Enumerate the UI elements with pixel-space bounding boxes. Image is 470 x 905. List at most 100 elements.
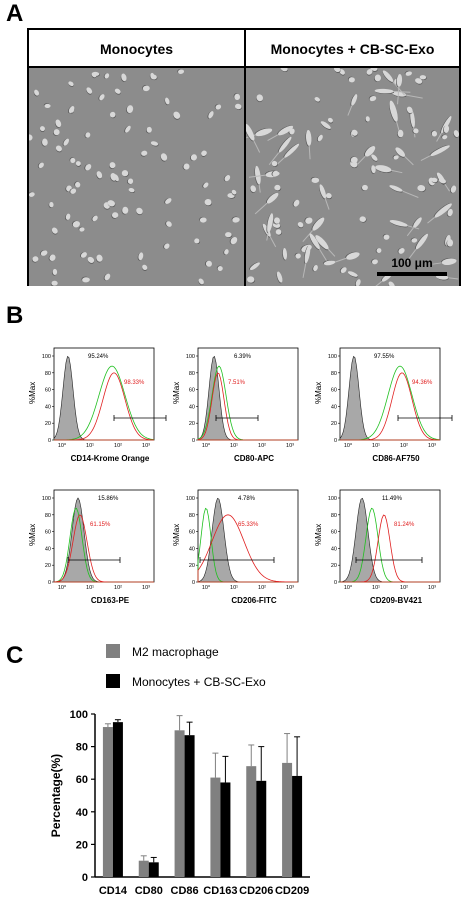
cell <box>446 239 454 248</box>
cell <box>375 165 403 174</box>
isotype-histogram <box>339 355 440 441</box>
flow-ytick-label: 60 <box>331 530 337 536</box>
flow-ylabel: %Max <box>314 523 323 546</box>
cell <box>254 192 279 215</box>
cell <box>266 213 274 241</box>
flow-plot-svg: 0 20 40 60 80 100 10⁰ 10¹ 10² 10³ 95.24% 98.33% <box>42 347 167 449</box>
flow-xlabel: CD163-PE <box>90 596 130 605</box>
bar <box>282 762 293 877</box>
y-axis-label: Percentage(%) <box>49 754 63 837</box>
gate-percent-gray: 97.55% <box>374 354 395 360</box>
gate-percent-red: 61.15% <box>90 522 111 528</box>
cells-left-svg <box>29 68 242 286</box>
cell <box>382 234 390 240</box>
gate-percent-gray: 11.49% <box>382 496 403 502</box>
bar <box>102 727 113 877</box>
cell <box>370 68 378 72</box>
cell <box>136 207 143 216</box>
flow-ytick-label: 0 <box>48 438 51 444</box>
legend-label: M2 macrophage <box>132 645 219 659</box>
flow-ytick-label: 40 <box>45 404 51 410</box>
micrograph-panel: Monocytes Monocytes + CB-SC-Exo 100 μm <box>27 28 461 286</box>
legend-swatch <box>106 644 120 658</box>
cell <box>164 97 170 106</box>
flow-xtick-label: 10⁰ <box>202 584 211 591</box>
red-histogram <box>197 514 299 583</box>
cell <box>366 68 373 76</box>
flow-plot-svg: 0 20 40 60 80 100 10⁰ 10¹ 10² 10³ 97.55% 94.36% <box>328 347 453 449</box>
flow-ytick-label: 40 <box>331 546 337 552</box>
isotype-histogram <box>53 497 154 583</box>
flow-plot: 0 20 40 60 80 100 10⁰ 10¹ 10² 10³ 15.86% 61.15% %Max… <box>28 482 172 607</box>
cell <box>87 256 95 264</box>
cell <box>121 206 129 215</box>
cell <box>405 233 428 263</box>
cell <box>446 208 453 217</box>
cell <box>198 278 204 286</box>
cell <box>78 226 85 232</box>
cell <box>223 174 231 182</box>
cell <box>84 163 92 171</box>
cell <box>177 68 185 74</box>
cell <box>91 215 98 222</box>
bar-chart: 0 20 40 60 80 100 Percentage(%) CD14 CD80 CD86 CD1… <box>0 640 470 900</box>
cell <box>327 117 334 124</box>
cell <box>165 221 172 227</box>
cell <box>282 247 288 261</box>
flow-plot: 0 20 40 60 80 100 10⁰ 10¹ 10² 10³ 6.39% 7.51% %Max CD… <box>172 340 316 465</box>
cell <box>315 235 336 257</box>
cell <box>415 78 423 85</box>
cell <box>410 237 418 243</box>
cell <box>443 125 450 134</box>
cell <box>302 217 325 242</box>
y-tick-label: 60 <box>76 774 88 786</box>
gate-percent-red: 81.24% <box>394 522 415 528</box>
cell <box>302 245 311 278</box>
cell <box>351 129 358 137</box>
cell <box>312 265 318 272</box>
flow-ytick-label: 20 <box>189 563 195 569</box>
cell <box>69 188 77 194</box>
flow-ytick-label: 60 <box>45 530 51 536</box>
cell <box>51 227 58 235</box>
cell <box>359 216 367 223</box>
gate-percent-gray: 4.78% <box>238 496 256 502</box>
cell <box>388 281 395 286</box>
cell <box>431 130 438 137</box>
x-tick-label: CD209 <box>275 885 309 897</box>
red-histogram <box>54 372 155 441</box>
cell <box>272 222 281 229</box>
cells-right-svg <box>246 68 459 286</box>
cell <box>371 258 378 265</box>
cell <box>71 220 81 228</box>
flow-xtick-label: 10⁰ <box>58 584 67 591</box>
flow-xtick-label: 10³ <box>428 585 436 591</box>
cell <box>375 248 382 254</box>
flow-ytick-label: 100 <box>328 354 337 360</box>
flow-ytick-label: 60 <box>189 530 195 536</box>
cell <box>103 73 110 79</box>
cell <box>121 170 129 177</box>
cell <box>294 252 301 259</box>
micrograph-right-label: Monocytes + CB-SC-Exo <box>270 41 435 57</box>
scale-bar-text: 100 μm <box>391 256 433 270</box>
cell <box>371 154 378 162</box>
cell <box>142 264 148 271</box>
flow-xtick-label: 10¹ <box>372 443 380 449</box>
cell <box>65 213 71 221</box>
cell <box>397 247 405 254</box>
flow-ytick-label: 40 <box>45 546 51 552</box>
cell <box>256 94 264 103</box>
flow-ytick-label: 20 <box>189 421 195 427</box>
cell <box>389 185 419 198</box>
cell <box>114 88 121 95</box>
bar <box>210 777 221 877</box>
flow-xtick-label: 10⁰ <box>344 442 353 449</box>
cell <box>62 138 70 146</box>
flow-xtick-label: 10¹ <box>230 443 238 449</box>
flow-ylabel: %Max <box>172 523 181 546</box>
cell <box>339 69 345 76</box>
flow-plot: 0 20 40 60 80 100 10⁰ 10¹ 10² 10³ 4.78% 65.33% %Max C… <box>172 482 316 607</box>
red-histogram <box>340 514 440 583</box>
micrograph-divider <box>244 30 246 284</box>
